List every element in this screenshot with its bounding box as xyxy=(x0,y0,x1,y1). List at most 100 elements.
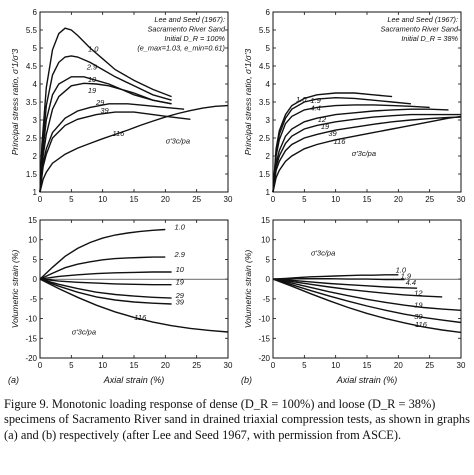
x-tick-label: 0 xyxy=(38,361,43,370)
series-line-39 xyxy=(39,111,191,193)
x-tick-label: 10 xyxy=(98,195,107,204)
x-tick-label: 20 xyxy=(161,361,170,370)
curve-label: 19 xyxy=(414,301,423,310)
x-tick-label: 0 xyxy=(271,361,276,370)
y-tick-label: -10 xyxy=(25,315,37,324)
curve-label: 2.9 xyxy=(174,250,186,259)
label-key: σ'3c/pa xyxy=(352,149,376,158)
curve-label: 116 xyxy=(134,313,147,322)
plot-frame xyxy=(272,219,462,359)
series-line-10 xyxy=(39,271,172,280)
y-tick-label: 3 xyxy=(33,116,38,125)
curve-label: 2.9 xyxy=(86,63,98,72)
curve-label: 39 xyxy=(414,312,423,321)
y-axis-label: Volumetric strain (%) xyxy=(10,250,20,329)
y-tick-label: 2 xyxy=(266,152,271,161)
y-tick-label: 5.5 xyxy=(259,26,271,35)
chart-a-vol: 0 5 10 15 20 25 30 -20 -15 -10 -5 0 5 10 15 Volumetric … xyxy=(8,216,233,385)
y-tick-label: -5 xyxy=(30,295,38,304)
annotation-line: Sacramento River Sand xyxy=(148,25,226,34)
curve-label: 19 xyxy=(176,278,185,287)
curve-label: 19 xyxy=(321,122,330,131)
series-line-116 xyxy=(39,104,229,193)
curve-label: 1.0 xyxy=(296,95,307,104)
series-line-1.9 xyxy=(272,96,411,193)
series-line-29 xyxy=(39,278,172,299)
annotation-line: Lee and Seed (1967): xyxy=(154,15,225,24)
y-tick-label: 2.5 xyxy=(259,134,271,143)
chart-b-stress: 0 5 10 15 20 25 30 1 1.5 2 2.5 3 3.5 4 4.5 5 5.5 6 Princip… xyxy=(243,8,466,204)
curve-label: 29 xyxy=(175,291,185,300)
caption-text: Figure 9. Monotonic loading response of … xyxy=(4,397,470,442)
x-tick-label: 5 xyxy=(69,361,74,370)
curve-label: 39 xyxy=(100,106,109,115)
chart-b-vol: 0 5 10 15 20 25 30 -20 -15 -10 -5 0 5 10 15 Volumetric … xyxy=(241,216,466,385)
annotation-line: (e_max=1.03, e_min=0.61) xyxy=(137,44,225,53)
curve-label: 1.0 xyxy=(88,45,99,54)
x-tick-label: 15 xyxy=(363,361,372,370)
annotation-line: Initial D_R = 38% xyxy=(401,34,458,43)
curve-label: 29 xyxy=(95,98,105,107)
y-tick-label: 6 xyxy=(266,8,271,17)
curve-label: 10 xyxy=(176,265,185,274)
series-line-19 xyxy=(272,278,462,311)
x-tick-label: 20 xyxy=(161,195,170,204)
y-tick-label: 2.5 xyxy=(26,134,38,143)
series-line-116 xyxy=(272,115,462,193)
series-line-1.9 xyxy=(272,278,405,281)
x-tick-label: 5 xyxy=(302,361,307,370)
y-tick-label: 4 xyxy=(33,80,38,89)
x-tick-label: 15 xyxy=(130,195,139,204)
x-tick-label: 20 xyxy=(394,195,403,204)
series-line-39 xyxy=(272,278,462,324)
series-line-19 xyxy=(272,113,461,193)
series-line-12 xyxy=(272,278,443,298)
panel-label: (a) xyxy=(8,375,19,385)
x-axis-label: Axial strain (%) xyxy=(336,375,398,385)
x-tick-label: 25 xyxy=(425,361,434,370)
y-tick-label: 3 xyxy=(266,116,271,125)
y-tick-label: 1 xyxy=(266,188,271,197)
y-tick-label: 1.5 xyxy=(26,170,38,179)
x-axis-label: Axial strain (%) xyxy=(103,375,165,385)
curve-label: 10 xyxy=(88,75,97,84)
y-axis-label: Principal stress ratio, σ'1/σ'3 xyxy=(243,48,253,155)
y-tick-label: 10 xyxy=(261,236,270,245)
y-tick-label: 5 xyxy=(266,44,271,53)
series-line-39 xyxy=(272,116,462,193)
curve-label: 12 xyxy=(318,115,327,124)
series-line-2.9 xyxy=(39,55,172,193)
series-line-116 xyxy=(39,278,229,333)
series-line-1.0 xyxy=(39,228,166,280)
x-tick-label: 5 xyxy=(302,195,307,204)
annotation-line: Initial D_R = 100% xyxy=(164,34,225,43)
y-tick-label: 4 xyxy=(266,80,271,89)
y-tick-label: 15 xyxy=(28,216,37,225)
x-tick-label: 15 xyxy=(130,361,139,370)
x-tick-label: 30 xyxy=(224,361,233,370)
curve-label: 1.9 xyxy=(310,96,321,105)
y-tick-label: 1.5 xyxy=(259,170,271,179)
y-tick-label: 15 xyxy=(261,216,270,225)
curve-label: 19 xyxy=(88,86,97,95)
y-tick-label: -20 xyxy=(25,354,37,363)
curve-label: 39 xyxy=(176,297,185,306)
x-tick-label: 30 xyxy=(224,195,233,204)
curve-label: 4.4 xyxy=(310,103,320,112)
y-tick-label: 5 xyxy=(33,44,38,53)
y-tick-label: 3.5 xyxy=(26,98,38,107)
series-line-4.4 xyxy=(272,278,418,289)
y-axis-label: Volumetric strain (%) xyxy=(243,250,253,329)
annotation-line: Sacramento River Sand xyxy=(381,25,459,34)
y-tick-label: 5 xyxy=(266,255,271,264)
y-tick-label: -15 xyxy=(25,334,37,343)
series-line-1.0 xyxy=(272,274,399,280)
label-key: σ'3c/pa xyxy=(311,248,335,257)
y-tick-label: 1 xyxy=(33,188,38,197)
x-tick-label: 5 xyxy=(69,195,74,204)
x-tick-label: 30 xyxy=(457,195,466,204)
curve-label: 1.9 xyxy=(401,272,412,281)
x-tick-label: 0 xyxy=(271,195,276,204)
figure-caption: Figure 9. Monotonic loading response of … xyxy=(4,397,470,443)
series-line-19 xyxy=(39,278,172,286)
